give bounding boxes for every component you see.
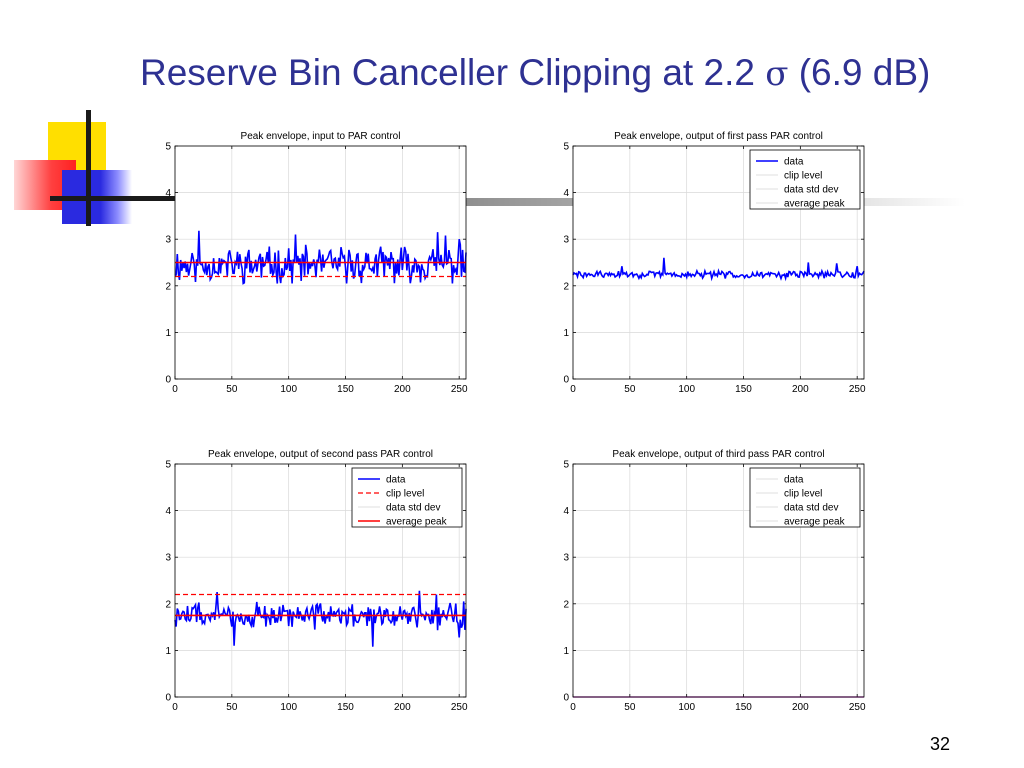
chart-input-title: Peak envelope, input to PAR control	[241, 131, 401, 142]
chart-third-pass-ytick-label-4: 4	[563, 506, 569, 517]
chart-first-pass-ytick-label-4: 4	[563, 188, 569, 199]
chart-input-ytick-label-2: 2	[165, 281, 171, 292]
chart-second-pass-title: Peak envelope, output of second pass PAR…	[208, 449, 433, 460]
title-main: Reserve Bin Canceller Clipping at 2.2	[140, 52, 766, 93]
chart-input-xtick-label-100: 100	[280, 384, 297, 395]
chart-second-pass-series-data-line	[174, 590, 467, 647]
chart-input-ytick-label-5: 5	[165, 142, 171, 153]
chart-first-pass-xtick-label-50: 50	[624, 384, 636, 395]
deco-vertical-bar	[86, 110, 91, 226]
chart-second-pass-axes-box	[174, 463, 467, 698]
chart-first-pass-legend-label-0: data	[784, 157, 804, 168]
chart-panel-second-pass: Peak envelope, output of second pass PAR…	[150, 441, 480, 717]
page-number: 32	[930, 734, 951, 754]
chart-first-pass-xtick-label-150: 150	[735, 384, 752, 395]
chart-second-pass-xtick-label-100: 100	[280, 702, 297, 713]
chart-input-xtick-label-150: 150	[337, 384, 354, 395]
chart-third-pass-legend-label-0: data	[784, 475, 804, 486]
chart-third-pass-ytick-label-5: 5	[563, 460, 569, 471]
chart-second-pass-ytick-label-0: 0	[165, 693, 171, 704]
chart-third-pass-xtick-label-250: 250	[849, 702, 866, 713]
chart-third-pass-legend-label-1: clip level	[784, 489, 822, 500]
chart-input-ytick-label-0: 0	[165, 375, 171, 386]
chart-input-xtick-label-50: 50	[226, 384, 238, 395]
chart-first-pass-legend-label-3: average peak	[784, 199, 846, 210]
chart-first-pass-ytick-label-1: 1	[563, 328, 569, 339]
chart-first-pass-legend-box	[749, 149, 861, 210]
chart-first-pass-ytick-label-3: 3	[563, 235, 569, 246]
chart-third-pass-xtick-label-50: 50	[624, 702, 636, 713]
chart-third-pass-xtick-label-150: 150	[735, 702, 752, 713]
chart-third-pass-legend-box	[749, 467, 861, 528]
chart-second-pass-xtick-label-200: 200	[394, 702, 411, 713]
chart-third-pass-axes-box	[572, 463, 865, 698]
chart-third-pass-xtick-label-200: 200	[792, 702, 809, 713]
chart-third-pass-xtick-label-0: 0	[570, 702, 576, 713]
chart-input-xtick-label-0: 0	[172, 384, 178, 395]
chart-second-pass-legend-label-1: clip level	[386, 489, 424, 500]
chart-input-ytick-label-4: 4	[165, 188, 171, 199]
deco-horizontal-bar	[50, 196, 180, 201]
chart-third-pass-xtick-label-100: 100	[678, 702, 695, 713]
chart-panel-first-pass: Peak envelope, output of first pass PAR …	[548, 123, 878, 399]
chart-first-pass-xtick-label-200: 200	[792, 384, 809, 395]
chart-input-xtick-label-250: 250	[451, 384, 468, 395]
slide-title: Reserve Bin Canceller Clipping at 2.2 σ …	[140, 50, 1000, 97]
chart-first-pass-xtick-label-250: 250	[849, 384, 866, 395]
chart-first-pass-axes-box	[572, 145, 865, 380]
chart-second-pass-ytick-label-4: 4	[165, 506, 171, 517]
chart-third-pass-legend-label-2: data std dev	[784, 503, 838, 514]
chart-input-axes-box	[174, 145, 467, 380]
chart-input-xtick-label-200: 200	[394, 384, 411, 395]
chart-second-pass-ytick-label-1: 1	[165, 646, 171, 657]
chart-first-pass-xtick-label-100: 100	[678, 384, 695, 395]
chart-third-pass-ytick-label-0: 0	[563, 693, 569, 704]
chart-third-pass-ytick-label-3: 3	[563, 553, 569, 564]
chart-input-ytick-label-3: 3	[165, 235, 171, 246]
chart-input-series-data-line	[174, 230, 467, 285]
chart-second-pass-svg: Peak envelope, output of second pass PAR…	[165, 449, 468, 713]
chart-first-pass-title: Peak envelope, output of first pass PAR …	[614, 131, 823, 142]
chart-first-pass-ytick-label-5: 5	[563, 142, 569, 153]
chart-panel-third-pass: Peak envelope, output of third pass PAR …	[548, 441, 878, 717]
title-sigma: σ	[765, 54, 789, 94]
chart-first-pass-legend-label-2: data std dev	[784, 185, 838, 196]
chart-third-pass-title: Peak envelope, output of third pass PAR …	[612, 449, 824, 460]
chart-first-pass-ytick-label-0: 0	[563, 375, 569, 386]
chart-first-pass-legend-label-1: clip level	[784, 171, 822, 182]
title-tail: (6.9 dB)	[788, 52, 931, 93]
chart-second-pass-legend-label-0: data	[386, 475, 406, 486]
chart-first-pass-svg: Peak envelope, output of first pass PAR …	[563, 131, 866, 395]
chart-third-pass-svg: Peak envelope, output of third pass PAR …	[563, 449, 866, 713]
chart-third-pass-ytick-label-1: 1	[563, 646, 569, 657]
chart-panel-input: Peak envelope, input to PAR control 0 50 10…	[150, 123, 480, 399]
chart-second-pass-xtick-label-0: 0	[172, 702, 178, 713]
chart-second-pass-ytick-label-2: 2	[165, 599, 171, 610]
chart-input-ytick-label-1: 1	[165, 328, 171, 339]
chart-second-pass-ytick-label-3: 3	[165, 553, 171, 564]
chart-second-pass-xtick-label-150: 150	[337, 702, 354, 713]
chart-second-pass-xtick-label-50: 50	[226, 702, 238, 713]
chart-first-pass-xtick-label-0: 0	[570, 384, 576, 395]
chart-second-pass-legend-label-2: data std dev	[386, 503, 440, 514]
chart-first-pass-ytick-label-2: 2	[563, 281, 569, 292]
chart-second-pass-legend-box	[351, 467, 463, 528]
chart-second-pass-legend-label-3: average peak	[386, 517, 448, 528]
chart-second-pass-xtick-label-250: 250	[451, 702, 468, 713]
chart-third-pass-ytick-label-2: 2	[563, 599, 569, 610]
chart-third-pass-legend-label-3: average peak	[784, 517, 846, 528]
chart-first-pass-series-data-line	[572, 257, 865, 282]
chart-second-pass-ytick-label-5: 5	[165, 460, 171, 471]
